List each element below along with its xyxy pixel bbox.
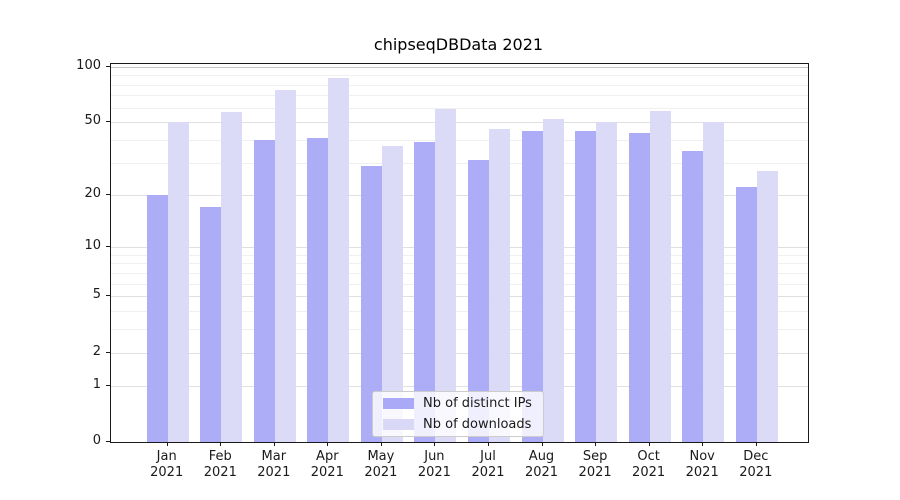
chart-title: chipseqDBData 2021 (373, 35, 544, 54)
bar-downloads-jul (489, 129, 510, 442)
y-tick-label: 5 (92, 287, 101, 303)
y-tick-mark (106, 246, 110, 247)
minor-gridline (111, 140, 808, 142)
y-tick-mark (106, 121, 110, 123)
legend-label-downloads: Nb of downloads (423, 417, 532, 432)
x-tick-mark (273, 442, 275, 446)
major-gridline (111, 296, 808, 298)
bar-downloads-sep (596, 122, 618, 442)
bar-downloads-aug (542, 119, 564, 442)
bar-downloads-jun (435, 109, 457, 442)
x-tick-mark (434, 442, 436, 446)
x-tick-mark (488, 442, 489, 446)
legend-swatch-distinct-ips (383, 398, 414, 409)
y-tick-mark (106, 441, 110, 442)
y-tick-label: 10 (84, 238, 101, 253)
legend-item-downloads: Nb of downloads (373, 416, 543, 434)
x-tick-label: Apr 2021 (310, 449, 344, 480)
minor-gridline (111, 283, 808, 285)
plot-area (110, 63, 809, 443)
bar-ips-oct (628, 132, 650, 442)
y-tick-mark (106, 351, 110, 353)
legend-swatch-downloads (383, 419, 414, 430)
minor-gridline (111, 329, 808, 331)
x-tick-label: Jul 2021 (471, 449, 505, 480)
x-tick-label: May 2021 (364, 449, 398, 480)
y-tick-label: 50 (84, 113, 101, 129)
major-gridline (111, 247, 808, 248)
x-tick-label: Dec 2021 (739, 449, 773, 480)
x-tick-label: Feb 2021 (203, 449, 237, 480)
minor-gridline (111, 272, 808, 274)
bar-ips-jun (414, 142, 436, 442)
minor-gridline (111, 254, 808, 256)
x-tick-label: Jan 2021 (150, 449, 184, 480)
minor-gridline (111, 263, 808, 265)
x-tick-mark (380, 442, 382, 446)
y-tick-label: 0 (92, 433, 101, 448)
bar-ips-sep (575, 130, 597, 442)
bar-ips-nov (682, 150, 704, 442)
x-tick-mark (166, 442, 168, 446)
bar-ips-jul (468, 160, 489, 442)
bar-downloads-oct (649, 110, 671, 442)
y-tick-mark (106, 384, 110, 386)
x-tick-label: Sep 2021 (578, 449, 612, 480)
x-tick-mark (702, 442, 704, 446)
legend: Nb of distinct IPs Nb of downloads (372, 391, 544, 437)
minor-gridline (111, 107, 808, 109)
x-tick-label: Aug 2021 (524, 449, 559, 480)
legend-item-distinct-ips: Nb of distinct IPs (373, 395, 543, 413)
bar-ips-jan (146, 194, 168, 442)
bar-downloads-may (381, 146, 403, 442)
bar-ips-mar (253, 140, 275, 442)
x-tick-label: Oct 2021 (632, 449, 666, 480)
bar-downloads-nov (703, 122, 725, 442)
y-tick-label: 1 (92, 376, 101, 392)
major-gridline (111, 122, 808, 124)
x-tick-mark (755, 442, 757, 446)
x-tick-mark (327, 442, 329, 446)
major-gridline (111, 385, 808, 387)
y-tick-label: 2 (92, 343, 101, 359)
minor-gridline (111, 84, 808, 86)
minor-gridline (111, 162, 808, 164)
bar-downloads-mar (274, 89, 296, 442)
y-tick-mark (106, 193, 110, 195)
y-tick-mark (106, 65, 110, 67)
minor-gridline (111, 75, 808, 77)
x-tick-label: Nov 2021 (685, 449, 719, 480)
major-gridline (111, 352, 808, 354)
x-tick-mark (220, 442, 222, 446)
x-tick-mark (595, 442, 597, 446)
y-tick-mark (106, 295, 110, 297)
bar-downloads-dec (756, 171, 778, 442)
bar-ips-dec (735, 187, 757, 442)
major-gridline (111, 66, 808, 68)
minor-gridline (111, 311, 808, 313)
y-tick-label: 20 (84, 185, 101, 201)
bar-ips-may (360, 165, 382, 442)
bar-downloads-jan (167, 122, 189, 442)
bar-ips-aug (521, 130, 543, 442)
bar-downloads-feb (221, 111, 243, 442)
y-tick-label: 100 (76, 57, 101, 73)
legend-label-distinct-ips: Nb of distinct IPs (423, 396, 532, 411)
x-tick-mark (541, 442, 543, 446)
bar-ips-feb (200, 207, 222, 442)
x-tick-mark (648, 442, 650, 446)
minor-gridline (111, 95, 808, 97)
bar-downloads-apr (328, 78, 350, 442)
major-gridline (111, 194, 808, 196)
bar-ips-apr (307, 138, 329, 442)
x-tick-label: Mar 2021 (257, 449, 291, 480)
x-tick-label: Jun 2021 (417, 449, 451, 480)
